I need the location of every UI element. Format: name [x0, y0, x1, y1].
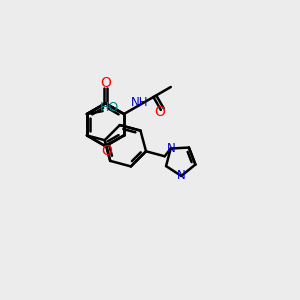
Text: NH: NH — [131, 96, 148, 109]
Text: O: O — [100, 76, 111, 90]
Text: N: N — [167, 142, 175, 155]
Text: HO: HO — [100, 101, 119, 114]
Text: O: O — [154, 105, 165, 119]
Text: O: O — [101, 144, 112, 158]
Text: N: N — [177, 169, 186, 182]
